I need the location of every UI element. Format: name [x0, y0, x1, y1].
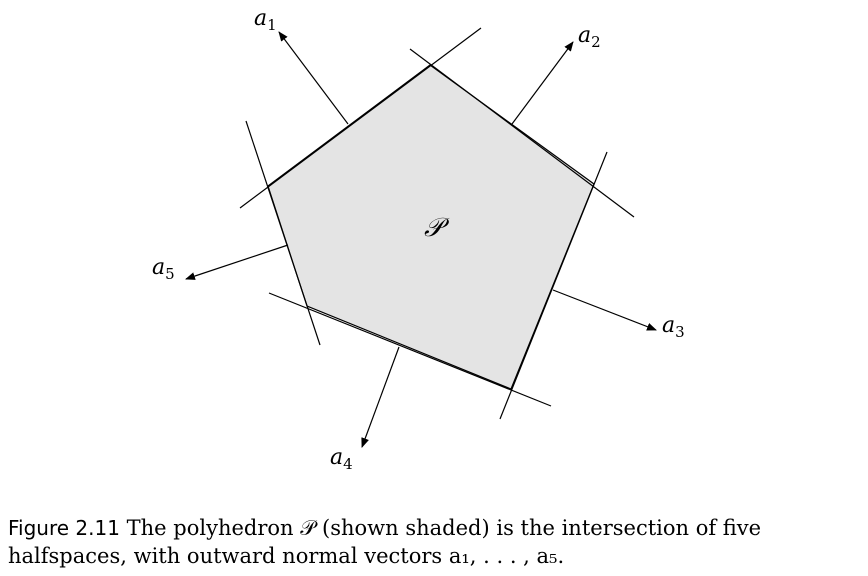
- normal-arrow-a4: [361, 346, 400, 448]
- label-a2: a2: [578, 23, 601, 51]
- halfspace-boundary-5: [245, 120, 321, 346]
- label-a1: a1: [254, 6, 277, 34]
- label-a5: a5: [152, 255, 175, 283]
- normal-arrow-a2: [511, 41, 574, 125]
- polyhedron-shape: [267, 64, 595, 390]
- caption-line-1: Figure 2.11 The polyhedron 𝒫 (shown shad…: [8, 514, 854, 542]
- polyhedron-figure: 𝒫 a1 a2 a3 a4 a5: [152, 6, 685, 473]
- figure-number: Figure 2.11: [8, 516, 120, 540]
- caption-text-1: The polyhedron 𝒫 (shown shaded) is the i…: [126, 516, 762, 540]
- normal-arrow-a3: [552, 289, 657, 331]
- halfspace-boundary-3: [499, 151, 608, 420]
- normal-arrow-a1: [278, 31, 349, 125]
- figure-caption: Figure 2.11 The polyhedron 𝒫 (shown shad…: [8, 514, 854, 570]
- caption-text-2: halfspaces, with outward normal vectors …: [8, 544, 565, 568]
- halfspace-boundary-1: [239, 27, 482, 209]
- halfspace-boundary-4: [268, 292, 552, 407]
- caption-line-2: halfspaces, with outward normal vectors …: [8, 542, 854, 570]
- label-a3: a3: [662, 313, 685, 341]
- normal-arrow-a5: [185, 244, 289, 280]
- halfspace-boundary-2: [409, 48, 635, 218]
- label-a4: a4: [330, 445, 353, 473]
